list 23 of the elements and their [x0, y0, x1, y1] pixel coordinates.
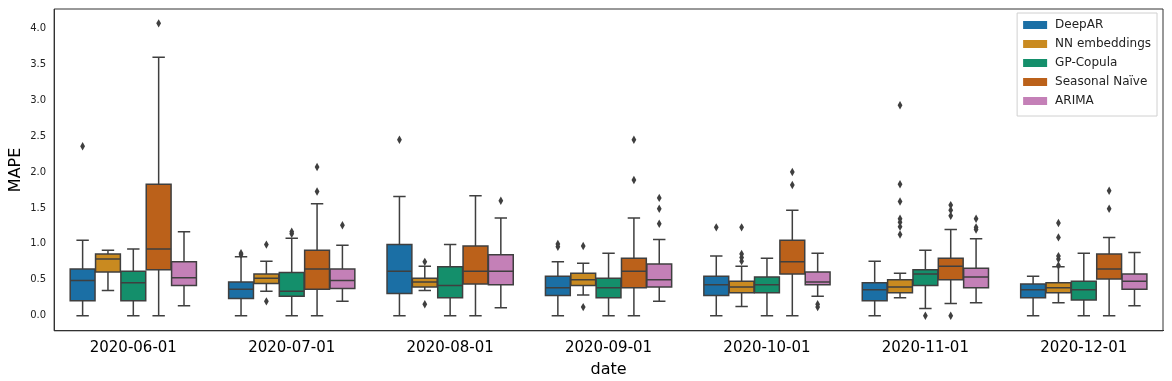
x-tick-label: 2020-08-01: [406, 337, 494, 356]
y-tick-label: 2.5: [30, 129, 47, 141]
x-tick-label: 2020-06-01: [89, 337, 177, 356]
y-tick-label: 1.5: [30, 201, 47, 213]
legend-label: DeepAR: [1055, 17, 1104, 32]
y-axis-title: MAPE: [4, 147, 24, 193]
x-tick-label: 2020-12-01: [1040, 337, 1128, 356]
legend-label: GP-Copula: [1055, 55, 1118, 70]
x-tick-label: 2020-07-01: [248, 337, 336, 356]
legend-label: NN embeddings: [1055, 36, 1152, 51]
x-tick-label: 2020-11-01: [881, 337, 969, 356]
x-axis-title: date: [590, 358, 627, 378]
y-tick-label: 1.0: [30, 237, 47, 249]
y-tick-label: 0.0: [30, 309, 47, 321]
x-tick-label: 2020-10-01: [723, 337, 811, 356]
x-tick-label: 2020-09-01: [564, 337, 653, 356]
legend-label: ARIMA: [1055, 93, 1095, 108]
y-tick-label: 3.5: [30, 57, 47, 69]
y-tick-label: 2.0: [30, 165, 47, 177]
y-tick-label: 4.0: [30, 21, 47, 33]
y-tick-label: 3.0: [30, 93, 47, 105]
legend-label: Seasonal Naïve: [1055, 74, 1148, 89]
y-tick-label: 0.5: [30, 273, 47, 285]
